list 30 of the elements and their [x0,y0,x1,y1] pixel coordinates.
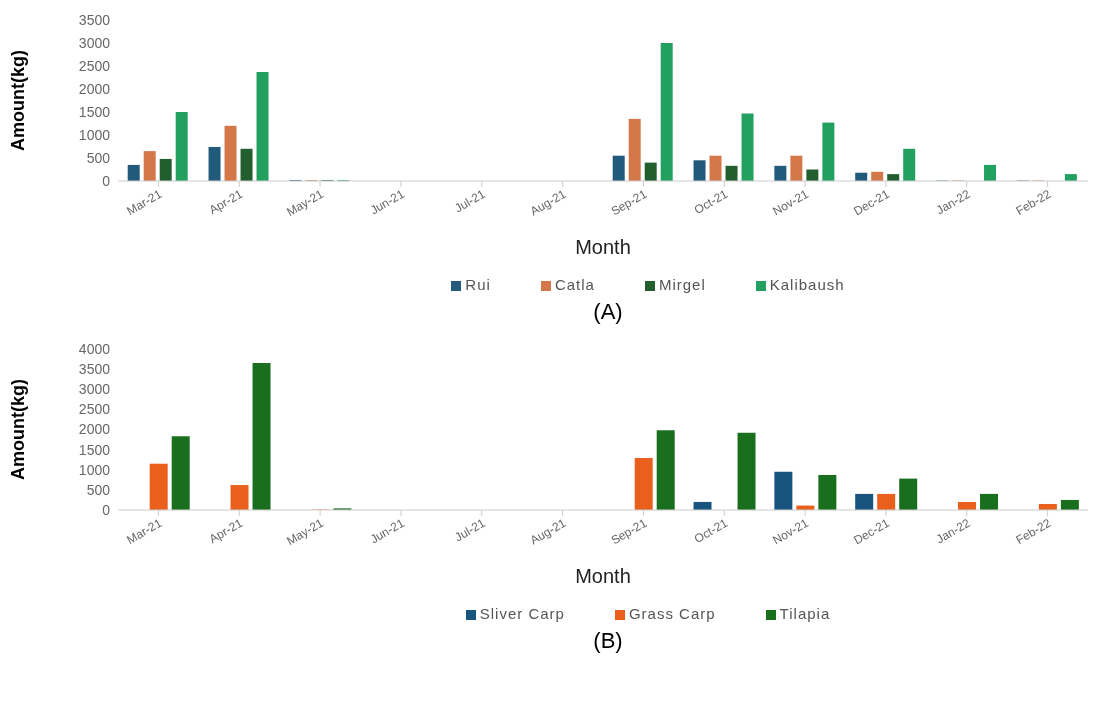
y-tick-label: 1500 [78,441,111,458]
legend-label: Rui [465,276,491,293]
y-tick-label: 2000 [78,80,111,97]
y-tick-label: 500 [86,481,111,498]
y-tick-label: 0 [102,501,111,518]
y-tick-label: 1000 [78,461,111,478]
legend-label: Sliver Carp [479,605,565,622]
x-axis-title: Month [575,565,631,587]
y-tick-label: 4000 [78,340,111,357]
y-tick-label: 3000 [78,34,111,51]
text: (A) [592,299,624,325]
legend-label: Kalibaush [769,276,845,293]
text: (B) [592,628,624,654]
legend-label: Mirgel [658,276,706,293]
legend-label: Catla [554,276,595,293]
y-axis-title: Amount(kg) [8,50,29,151]
y-tick-label: 500 [86,149,111,166]
y-tick-label: 3000 [78,381,111,398]
y-tick-label: 3500 [78,11,111,28]
legend-label: Tilapia [779,605,831,622]
y-tick-label: 2500 [78,57,111,74]
y-tick-label: 2500 [78,401,111,418]
y-tick-label: 2000 [78,421,111,438]
y-axis-title: Amount(kg) [8,379,29,480]
y-tick-label: 1500 [78,103,111,120]
y-tick-label: 0 [102,172,111,189]
y-tick-label: 1000 [78,126,111,143]
y-tick-label: 3500 [78,361,111,378]
x-axis-title: Month [575,236,631,258]
legend-label: Grass Carp [628,605,716,622]
